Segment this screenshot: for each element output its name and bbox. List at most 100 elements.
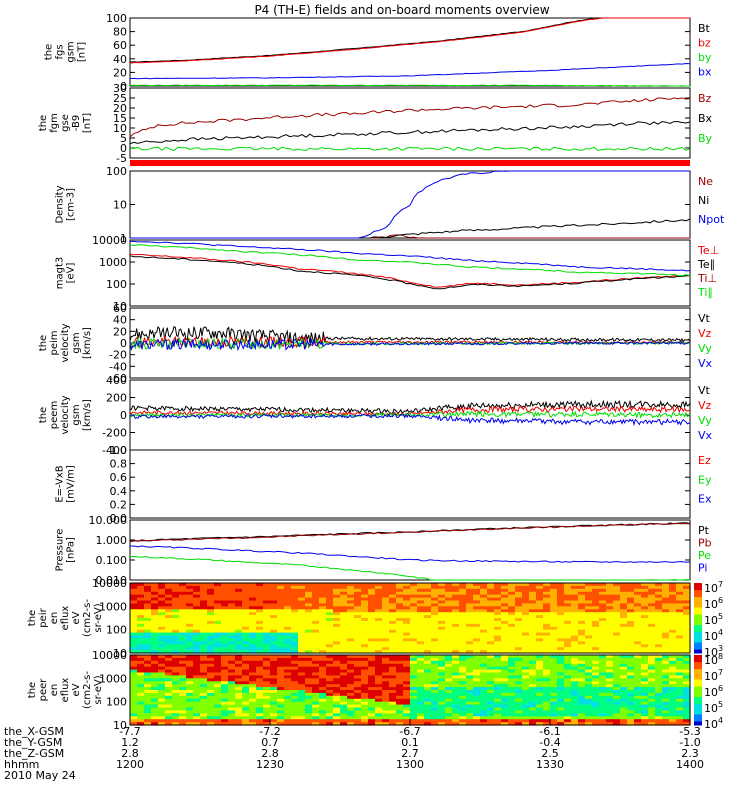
heatmap-cell — [368, 675, 376, 679]
heatmap-cell — [571, 666, 579, 671]
heatmap-cell — [515, 591, 523, 596]
heatmap-cell — [508, 583, 516, 587]
heatmap-cell — [368, 669, 376, 674]
heatmap-cell — [620, 692, 628, 697]
heatmap-cell — [473, 623, 481, 628]
heatmap-cell — [683, 701, 691, 706]
heatmap-cell — [312, 644, 320, 648]
heatmap-cell — [340, 692, 348, 697]
heatmap-cell — [165, 716, 173, 720]
heatmap-cell — [564, 722, 572, 726]
heatmap-cell — [494, 647, 502, 651]
heatmap-cell — [221, 609, 229, 613]
heatmap-cell — [627, 707, 635, 711]
heatmap-cell — [382, 655, 390, 659]
heatmap-cell — [641, 615, 649, 619]
y-tick-label: -400 — [102, 444, 127, 457]
legend-entry: Vz — [698, 399, 712, 412]
heatmap-cell — [585, 641, 593, 645]
heatmap-cell — [172, 672, 180, 676]
heatmap-cell — [424, 623, 432, 628]
heatmap-cell — [592, 588, 600, 593]
heatmap-cell — [431, 660, 439, 665]
heatmap-cell — [277, 678, 285, 682]
heatmap-cell — [571, 591, 579, 596]
heatmap-cell — [578, 583, 586, 587]
heatmap-cell — [165, 615, 173, 619]
heatmap-cell — [669, 666, 677, 671]
heatmap-cell — [193, 663, 201, 668]
heatmap-cell — [130, 692, 138, 697]
heatmap-cell — [319, 644, 327, 648]
heatmap-cell — [599, 594, 607, 599]
heatmap-cell — [389, 713, 397, 717]
heatmap-cell — [438, 663, 446, 668]
heatmap-cell — [438, 583, 446, 587]
heatmap-cell — [627, 609, 635, 613]
heatmap-cell — [522, 655, 530, 659]
heatmap-cell — [263, 594, 271, 599]
y-tick-label: 10 — [113, 199, 127, 212]
heatmap-cell — [599, 657, 607, 662]
heatmap-cell — [473, 603, 481, 607]
heatmap-cell — [270, 722, 278, 726]
heatmap-cell — [487, 618, 495, 622]
heatmap-cell — [151, 719, 159, 723]
heatmap-cell — [550, 588, 558, 593]
x-axis-value: -6.1 — [539, 725, 560, 738]
heatmap-cell — [592, 583, 600, 587]
heatmap-cell — [627, 591, 635, 596]
heatmap-cell — [165, 675, 173, 679]
heatmap-cell — [368, 626, 376, 631]
heatmap-cell — [158, 626, 166, 631]
heatmap-cell — [165, 650, 173, 654]
heatmap-cell — [620, 690, 628, 694]
heatmap-cell — [543, 719, 551, 723]
heatmap-cell — [431, 722, 439, 726]
heatmap-cell — [137, 594, 145, 599]
heatmap-cell — [676, 666, 684, 671]
heatmap-cell — [200, 609, 208, 613]
heatmap-cell — [263, 612, 271, 616]
heatmap-cell — [221, 641, 229, 645]
heatmap-cell — [599, 585, 607, 590]
heatmap-cell — [186, 713, 194, 717]
heatmap-cell — [340, 716, 348, 720]
heatmap-cell — [606, 603, 614, 607]
y-label-line: peir — [38, 607, 49, 627]
heatmap-cell — [249, 678, 257, 682]
heatmap-cell — [557, 594, 565, 599]
heatmap-cell — [410, 690, 418, 694]
heatmap-cell — [655, 695, 663, 700]
heatmap-cell — [291, 612, 299, 616]
heatmap-cell — [515, 615, 523, 619]
heatmap-cell — [669, 713, 677, 717]
heatmap-cell — [151, 681, 159, 685]
heatmap-cell — [410, 647, 418, 651]
heatmap-cell — [228, 660, 236, 665]
heatmap-cell — [382, 650, 390, 654]
heatmap-cell — [410, 620, 418, 625]
legend-entry: Vx — [698, 357, 713, 370]
heatmap-cell — [347, 675, 355, 679]
series-Ti⊥ — [130, 240, 691, 272]
heatmap-cell — [515, 647, 523, 651]
heatmap-cell — [403, 623, 411, 628]
heatmap-cell — [508, 695, 516, 700]
heatmap-cell — [130, 585, 138, 590]
heatmap-cell — [158, 678, 166, 682]
heatmap-cell — [473, 692, 481, 697]
heatmap-cell — [284, 623, 292, 628]
heatmap-cell — [347, 698, 355, 703]
heatmap-cell — [277, 707, 285, 711]
heatmap-cell — [305, 600, 313, 604]
y-tick-label: 30 — [113, 82, 127, 95]
y-tick-label: 1000 — [99, 600, 127, 613]
heatmap-cell — [592, 612, 600, 616]
heatmap-cell — [613, 687, 621, 691]
heatmap-cell — [599, 623, 607, 628]
heatmap-cell — [452, 660, 460, 665]
y-tick-label: 0.100 — [96, 554, 128, 567]
heatmap-cell — [515, 660, 523, 665]
heatmap-cell — [627, 638, 635, 642]
